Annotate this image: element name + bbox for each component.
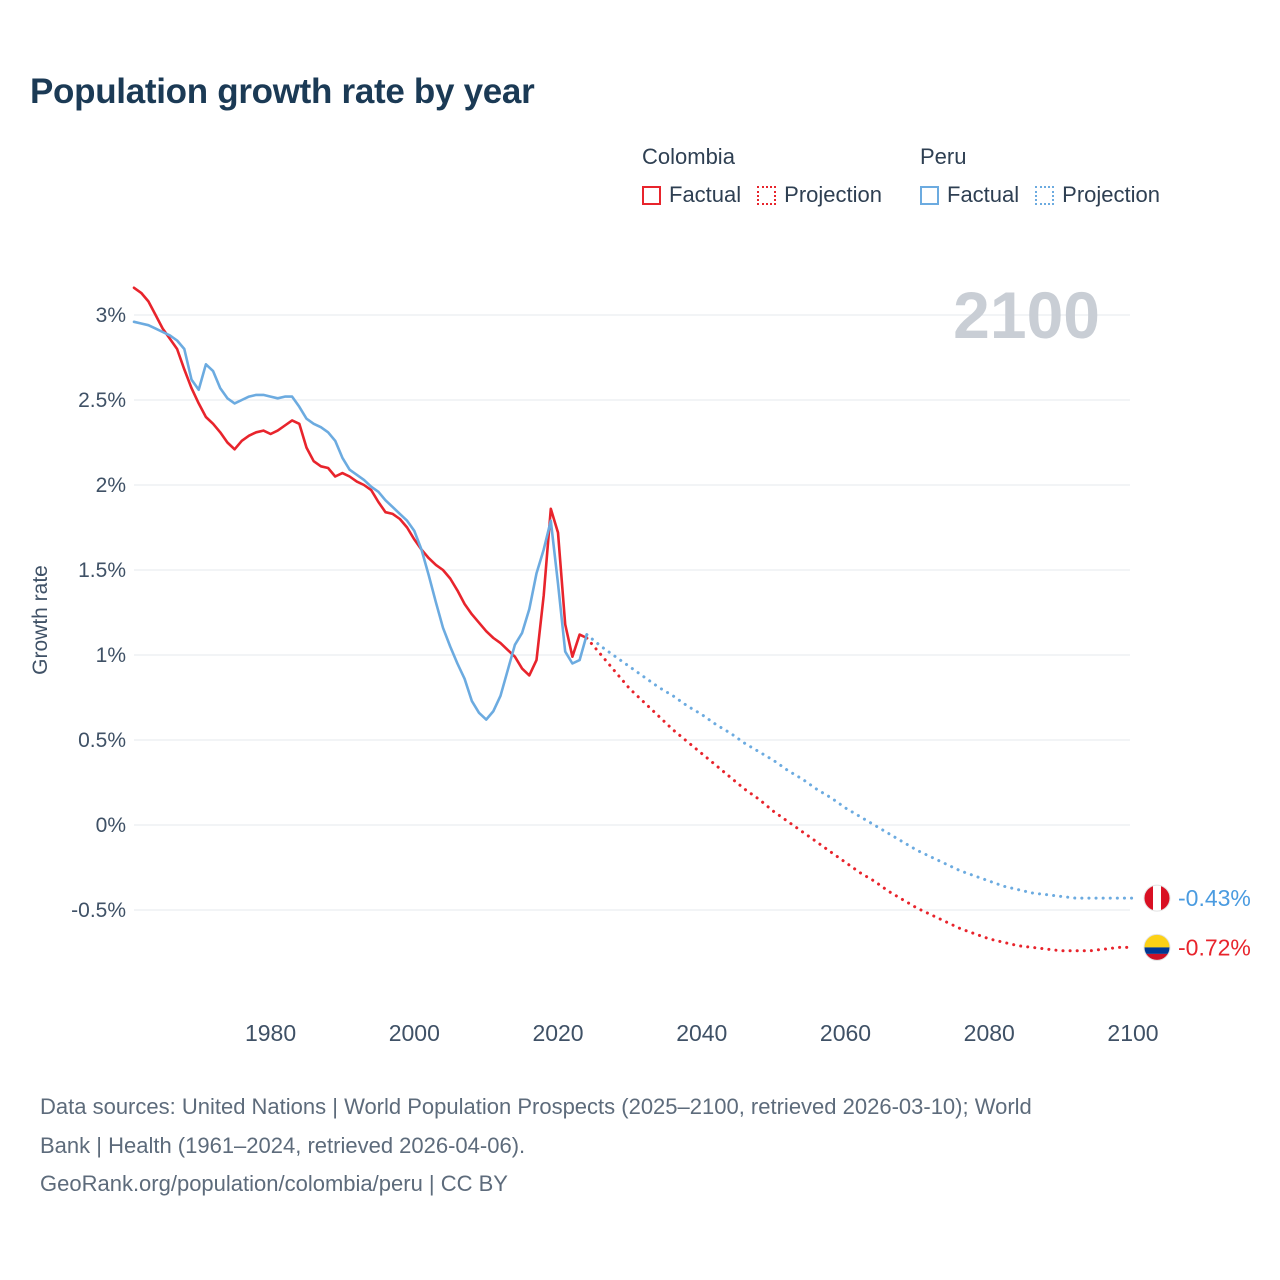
- legend-item-colombia-projection[interactable]: Projection: [757, 182, 882, 208]
- legend-items-peru: Factual Projection: [920, 182, 1160, 208]
- series-colombia-factual: [132, 286, 589, 677]
- x-tick-label: 2060: [820, 1020, 871, 1046]
- legend-item-label: Projection: [784, 182, 882, 207]
- series-peru-factual: [132, 320, 589, 721]
- y-tick-label: 3%: [96, 304, 126, 327]
- legend-item-label: Projection: [1062, 182, 1160, 207]
- footer: Data sources: United Nations | World Pop…: [40, 1088, 1220, 1204]
- series-colombia-projection: [585, 636, 1135, 953]
- x-tick-label: 1980: [245, 1020, 296, 1046]
- y-tick-label: 0.5%: [78, 729, 126, 752]
- y-axis-title: Growth rate: [29, 565, 52, 675]
- legend-group-colombia: Colombia Factual Projection: [642, 144, 882, 208]
- legend-group-peru: Peru Factual Projection: [920, 144, 1160, 208]
- x-tick-label: 2020: [532, 1020, 583, 1046]
- dotted-swatch-icon: [1035, 185, 1055, 205]
- legend-country-colombia: Colombia: [642, 144, 735, 169]
- series-peru-projection: [585, 633, 1135, 900]
- legend-item-peru-factual[interactable]: Factual: [920, 182, 1019, 208]
- y-tick-label: 1.5%: [78, 559, 126, 582]
- y-tick-label: 2.5%: [78, 389, 126, 412]
- y-tick-label: 0%: [96, 814, 126, 837]
- peru-flag-icon: [1144, 885, 1170, 912]
- dotted-swatch-icon: [757, 185, 777, 205]
- colombia-flag-icon: [1144, 934, 1170, 961]
- legend-item-label: Factual: [947, 182, 1020, 207]
- legend-item-peru-projection[interactable]: Projection: [1035, 182, 1160, 208]
- legend-items-colombia: Factual Projection: [642, 182, 882, 208]
- page-title: Population growth rate by year: [30, 72, 535, 111]
- georank-attribution: GeoRank.org/population/colombia/peru | C…: [40, 1171, 508, 1196]
- legend: Colombia Factual Projection Peru Factual: [642, 144, 1160, 208]
- legend-item-colombia-factual[interactable]: Factual: [642, 182, 741, 208]
- legend-country-peru: Peru: [920, 144, 967, 169]
- peru-end-value: -0.43%: [1178, 885, 1251, 911]
- y-tick-label: -0.5%: [71, 899, 126, 922]
- year-watermark: 2100: [953, 278, 1100, 352]
- solid-swatch-icon: [920, 185, 939, 205]
- x-tick-label: 2080: [964, 1020, 1015, 1046]
- x-tick-label: 2100: [1107, 1020, 1158, 1046]
- y-tick-label: 1%: [96, 644, 126, 667]
- x-tick-label: 2000: [389, 1020, 440, 1046]
- data-sources-line-1: Data sources: United Nations | World Pop…: [40, 1094, 1032, 1119]
- colombia-end-value: -0.72%: [1178, 934, 1251, 960]
- x-tick-label: 2040: [676, 1020, 727, 1046]
- legend-item-label: Factual: [669, 182, 742, 207]
- solid-swatch-icon: [642, 185, 661, 205]
- y-tick-label: 2%: [96, 474, 126, 497]
- data-sources-line-2: Bank | Health (1961–2024, retrieved 2026…: [40, 1132, 526, 1158]
